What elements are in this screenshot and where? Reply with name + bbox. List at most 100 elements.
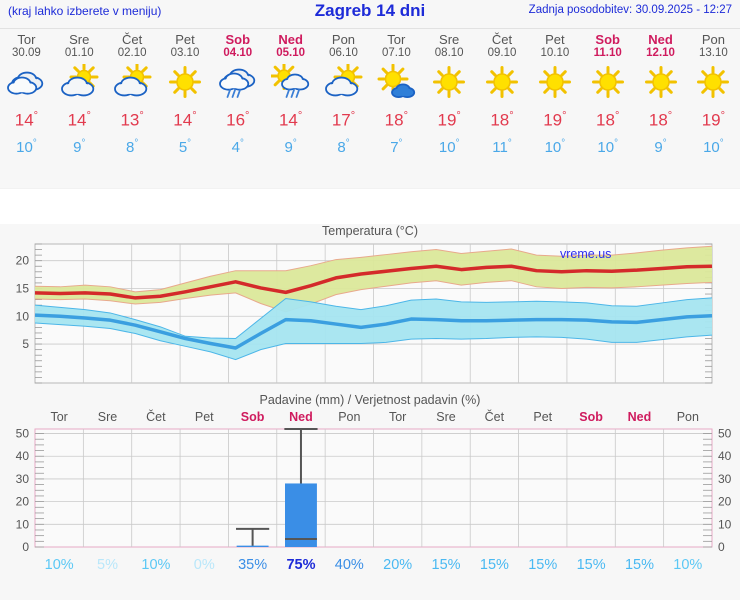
svg-text:20: 20 xyxy=(16,495,30,509)
last-update: Zadnja posodobitev: 30.09.2025 - 12:27 xyxy=(528,4,732,16)
day-date: 09.10 xyxy=(487,47,517,59)
page-title[interactable]: Zagreb 14 dni xyxy=(314,1,426,20)
temperature-plot: 5 10 15 20 vreme.us xyxy=(16,243,713,384)
day-name: Čet xyxy=(491,32,513,47)
day-header-4: Sob 04.10 xyxy=(211,29,264,60)
svg-text:75%: 75% xyxy=(286,557,315,573)
svg-text:0: 0 xyxy=(718,540,725,554)
sunny-icon xyxy=(687,60,740,104)
day-tmax: 14° xyxy=(278,110,303,130)
sun-cloud-rain-icon xyxy=(264,60,317,104)
svg-text:10%: 10% xyxy=(141,557,170,573)
svg-text:20: 20 xyxy=(718,495,732,509)
day-tmin: 10° xyxy=(438,137,460,156)
day-tmin-row: 10° 9° 8° 5° 4° 9° 8° 7° 10° 11° 10° 10° 9° 10° xyxy=(0,133,740,159)
day-tmax: 14° xyxy=(14,110,39,130)
day-date: 30.09 xyxy=(12,47,41,59)
day-date: 04.10 xyxy=(223,47,253,59)
cloudy-rain-icon xyxy=(211,60,264,104)
day-tmax: 18° xyxy=(648,110,673,130)
svg-text:Pet: Pet xyxy=(533,410,552,424)
svg-text:5%: 5% xyxy=(97,557,118,573)
day-tmax: 19° xyxy=(701,110,726,130)
day-tmin: 9° xyxy=(654,137,667,156)
day-header-5: Ned 05.10 xyxy=(264,29,317,60)
day-header-12: Ned 12.10 xyxy=(634,29,687,60)
sun-small-cloud-icon xyxy=(370,60,423,104)
day-date: 06.10 xyxy=(329,47,358,59)
day-tmin: 5° xyxy=(178,137,192,156)
svg-text:vreme.us: vreme.us xyxy=(560,247,611,261)
svg-text:Sre: Sre xyxy=(436,410,456,424)
svg-text:10: 10 xyxy=(16,517,30,531)
day-header-0: Tor 30.09 xyxy=(0,29,53,60)
day-tmin: 10° xyxy=(597,137,618,156)
day-tmax: 19° xyxy=(543,110,567,130)
day-tmax: 18° xyxy=(384,110,408,130)
day-date: 12.10 xyxy=(646,47,675,59)
svg-text:10: 10 xyxy=(16,309,30,323)
svg-text:15%: 15% xyxy=(625,557,654,573)
day-header-9: Čet 09.10 xyxy=(476,29,529,60)
day-date: 05.10 xyxy=(276,47,306,59)
svg-text:50: 50 xyxy=(718,427,732,441)
day-name: Ned xyxy=(648,32,673,47)
day-header-3: Pet 03.10 xyxy=(159,29,212,60)
day-date: 07.10 xyxy=(381,47,411,59)
svg-text:Čet: Čet xyxy=(146,409,166,424)
day-header-8: Sre 08.10 xyxy=(423,29,476,60)
day-name: Sre xyxy=(69,32,90,47)
day-tmin: 11° xyxy=(492,137,512,156)
sunny-icon xyxy=(423,60,476,104)
svg-text:30: 30 xyxy=(718,472,732,486)
day-header-10: Pet 10.10 xyxy=(528,29,581,60)
svg-text:5: 5 xyxy=(22,337,29,351)
day-name: Sre xyxy=(439,32,460,47)
svg-text:0: 0 xyxy=(22,540,29,554)
day-tmax: 19° xyxy=(437,110,461,130)
svg-text:35%: 35% xyxy=(238,557,267,573)
day-header-13: Pon 13.10 xyxy=(687,29,740,60)
day-name-row: Tor 30.09 Sre 01.10 Čet 02.10 Pet 03.10 Sob 04.10… xyxy=(0,29,740,60)
temperature-chart: Temperatura (°C) 5 10 15 20 vreme.us xyxy=(0,224,740,393)
day-name: Pon xyxy=(331,32,356,47)
day-name: Pet xyxy=(545,32,565,47)
day-date: 11.10 xyxy=(593,47,622,59)
day-tmin: 10° xyxy=(16,137,37,156)
day-tmax: 18° xyxy=(490,110,514,130)
temperature-chart-title: Temperatura (°C) xyxy=(322,224,418,238)
day-header-6: Pon 06.10 xyxy=(317,29,370,60)
svg-text:Tor: Tor xyxy=(50,410,67,424)
svg-text:Sre: Sre xyxy=(98,410,118,424)
svg-text:Ned: Ned xyxy=(289,410,313,424)
day-tmin: 9° xyxy=(73,137,86,156)
day-tmax: 18° xyxy=(596,110,620,130)
day-name: Čet xyxy=(121,32,143,47)
svg-text:20: 20 xyxy=(16,254,30,268)
sunny-icon xyxy=(634,60,687,104)
day-date: 13.10 xyxy=(699,47,728,59)
sunny-icon xyxy=(581,60,634,104)
day-date: 08.10 xyxy=(434,47,464,59)
day-tmax: 14° xyxy=(67,110,91,130)
day-tmin: 8° xyxy=(125,137,139,156)
svg-text:Sob: Sob xyxy=(579,410,603,424)
section-gap xyxy=(0,188,740,224)
day-tmin: 7° xyxy=(390,137,403,156)
svg-text:Pet: Pet xyxy=(195,410,214,424)
precipitation-chart-title: Padavine (mm) / Verjetnost padavin (%) xyxy=(259,393,481,407)
header-divider xyxy=(0,28,740,29)
day-name: Pon xyxy=(701,32,725,47)
day-date: 02.10 xyxy=(117,47,147,59)
day-tmax: 17° xyxy=(331,110,356,130)
day-tmin: 8° xyxy=(337,137,350,156)
partly-sunny-icon xyxy=(106,60,159,104)
svg-text:40: 40 xyxy=(16,449,30,463)
svg-text:30: 30 xyxy=(16,472,30,486)
partly-sunny-icon xyxy=(53,60,106,104)
page-header: (kraj lahko izberete v meniju) Zagreb 14… xyxy=(0,0,740,28)
day-tmin: 4° xyxy=(231,137,244,156)
svg-text:0%: 0% xyxy=(194,557,215,573)
day-tmin: 10° xyxy=(703,137,724,156)
partly-sunny-icon xyxy=(317,60,370,104)
